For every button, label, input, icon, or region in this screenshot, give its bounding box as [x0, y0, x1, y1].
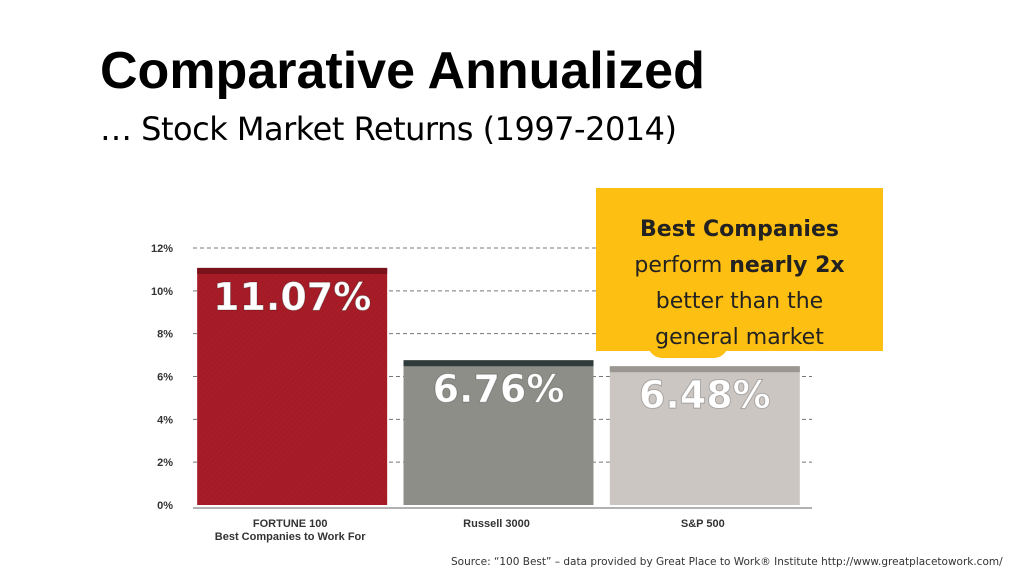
callout-line-1: Best Companies — [640, 217, 839, 242]
callout-line-2: perform nearly 2x — [596, 248, 883, 284]
y-tick-label: 10% — [151, 286, 173, 298]
bar — [403, 360, 594, 505]
bar-cap — [403, 360, 594, 367]
x-tick-label: S&P 500 — [681, 518, 725, 530]
y-tick-label: 6% — [157, 372, 173, 384]
bar-texture — [197, 267, 388, 505]
bar-cap — [609, 366, 800, 373]
bar-value-label: 6.48% — [639, 373, 771, 417]
callout-line-4: general market — [655, 325, 824, 350]
bar — [609, 366, 800, 505]
y-tick-label: 8% — [157, 329, 173, 341]
x-tick-label: FORTUNE 100 — [253, 518, 328, 530]
bar-value-label: 6.76% — [433, 367, 565, 411]
y-tick-label: 0% — [157, 500, 173, 512]
bar-cap — [197, 267, 388, 274]
bar-value-label: 11.07% — [213, 275, 371, 319]
slide-subtitle: … Stock Market Returns (1997-2014) — [100, 110, 677, 148]
y-tick-label: 12% — [151, 243, 173, 255]
x-tick-label: Russell 3000 — [463, 518, 530, 530]
source-note: Source: “100 Best” – data provided by Gr… — [451, 556, 1003, 568]
y-tick-label: 4% — [157, 414, 173, 426]
callout-line-2-prefix: perform — [634, 253, 730, 278]
callout-line-2-bold: nearly 2x — [729, 253, 845, 278]
x-tick-label: Best Companies to Work For — [215, 531, 366, 543]
bars: 11.07% 6.76% 6.48% — [197, 267, 800, 505]
y-axis-ticks: 0% 2% 4% 6% 8% 10% 12% — [151, 243, 173, 512]
slide-title: Comparative Annualized — [100, 42, 705, 100]
callout-box: Best Companies perform nearly 2x better … — [596, 188, 883, 351]
y-tick-label: 2% — [157, 457, 173, 469]
callout-line-3: better than the — [655, 289, 824, 314]
